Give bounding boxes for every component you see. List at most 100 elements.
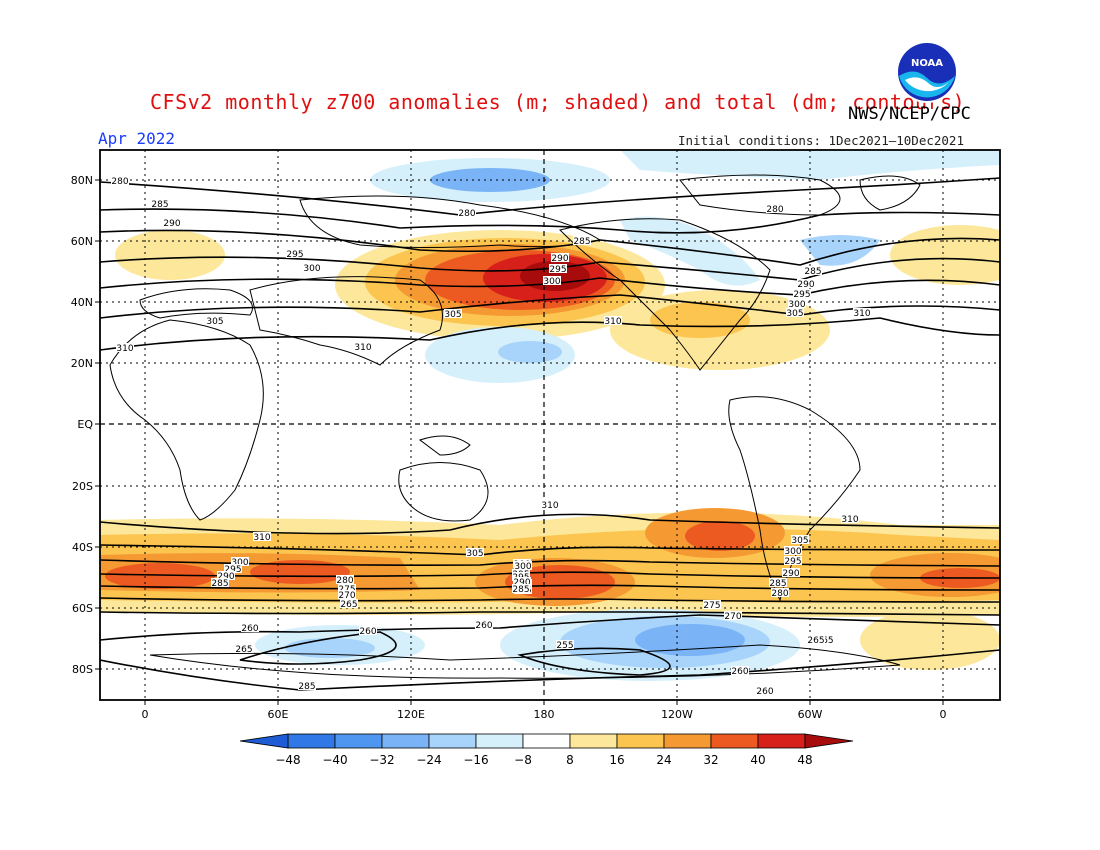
lat-label: 40N	[71, 296, 93, 309]
contour-label: 310	[841, 515, 858, 525]
lon-label: 60W	[798, 708, 823, 721]
contour-label: 300	[543, 277, 560, 287]
contour-label-bg	[769, 578, 787, 587]
colorbar-swatch	[287, 733, 336, 749]
contour-label-bg	[782, 568, 800, 577]
contour-label-bg	[231, 557, 249, 566]
contour-label: 290	[163, 219, 180, 229]
contour-label: 285	[298, 682, 315, 692]
contour-label-bg	[359, 626, 377, 635]
lon-label: 180	[534, 708, 555, 721]
lat-label: 60N	[71, 235, 93, 248]
contour-label: 310	[354, 343, 371, 353]
contour-label-bg	[253, 532, 271, 541]
lon-label: 120E	[397, 708, 425, 721]
contour-label-bg	[513, 577, 531, 586]
contour-label-bg	[512, 572, 530, 581]
colorbar-label: 8	[566, 753, 574, 767]
contour-label-bg	[151, 199, 169, 208]
contour-label-bg	[807, 635, 825, 644]
colorbar-label: −40	[322, 753, 347, 767]
contour-label-bg	[466, 548, 484, 557]
contour-label: 300	[788, 300, 805, 310]
contour-label: 305	[444, 310, 461, 320]
contour-label: 270	[724, 612, 741, 622]
contour-label-bg	[458, 208, 476, 217]
contour-label-bg	[573, 236, 591, 245]
lon-label: 120W	[661, 708, 693, 721]
contour-label-bg	[786, 308, 804, 317]
colorbar-swatch	[522, 733, 571, 749]
forecast-month: Apr 2022	[98, 129, 176, 148]
contour-label: 310	[541, 501, 558, 511]
contour-label: 285	[769, 579, 786, 589]
contour-label: 280	[111, 177, 128, 187]
contour-label-bg	[338, 584, 356, 593]
contour-label-bg	[724, 611, 742, 620]
contour-label-bg	[841, 514, 859, 523]
contour-label: 280	[336, 576, 353, 586]
longitude-axis: 0 60E 120E 180 120W 60W 0	[142, 708, 947, 721]
contour-label: 295	[784, 557, 801, 567]
contour-label: 310	[253, 533, 270, 543]
contour-label-bg	[556, 640, 574, 649]
contour-label-bg	[549, 264, 567, 273]
contour-label: 305	[791, 536, 808, 546]
lat-label: 60S	[72, 602, 93, 615]
contour-label: 290	[782, 569, 799, 579]
contour-label-bg	[475, 620, 493, 629]
contour-label: 260	[241, 624, 258, 634]
contour-label-bg	[217, 571, 235, 580]
initial-conditions: Initial conditions: 1Dec2021—10Dec2021	[678, 133, 964, 148]
colorbar-label: −24	[416, 753, 441, 767]
contour-label: 295	[549, 265, 566, 275]
contour-label: 265	[235, 645, 252, 655]
lon-label: 0	[142, 708, 149, 721]
contour-label: 280	[458, 209, 475, 219]
contour-label: 260	[475, 621, 492, 631]
contour-label-bg	[756, 686, 774, 695]
contour-label-bg	[766, 204, 784, 213]
map-frame	[99, 149, 1001, 701]
latitude-axis: 80N 60N 40N 20N EQ 20S 40S 60S 80S	[71, 174, 94, 676]
contour-label-bg	[512, 584, 530, 593]
contour-label: 290	[551, 254, 568, 264]
colorbar-label: −16	[463, 753, 488, 767]
colorbar-high-arrow	[804, 733, 854, 749]
contour-label: 305	[206, 317, 223, 327]
contour-label-bg	[303, 263, 321, 272]
lat-label: 20S	[72, 480, 93, 493]
contour-label-bg	[804, 266, 822, 275]
contour-label-bg	[116, 343, 134, 352]
contour-label: 300	[231, 558, 248, 568]
colorbar-label: −8	[514, 753, 532, 767]
contour-label-bg	[853, 308, 871, 317]
lat-label: EQ	[77, 418, 93, 431]
contour-label-bg	[444, 309, 462, 318]
contour-label: 300	[514, 562, 531, 572]
colorbar-swatch	[475, 733, 524, 749]
contour-label-bg	[336, 575, 354, 584]
contour-label-bg	[703, 600, 721, 609]
contour-label: 310	[604, 317, 621, 327]
svg-text:NOAA: NOAA	[911, 58, 943, 69]
contour-label-bg	[235, 644, 253, 653]
contour-label-bg	[788, 299, 806, 308]
colorbar-swatch	[381, 733, 430, 749]
colorbar-label: 48	[797, 753, 812, 767]
contour-label: 280	[766, 205, 783, 215]
contour-label-bg	[340, 599, 358, 608]
contour-label-bg	[784, 546, 802, 555]
colorbar: −48 −40 −32 −24 −16 −8 8 16 24 32 40 48	[239, 733, 854, 767]
contour-label: 305	[786, 309, 803, 319]
colorbar-swatch	[428, 733, 477, 749]
contour-label: 310	[853, 309, 870, 319]
lon-label: 60E	[268, 708, 289, 721]
contour-label: 265	[807, 636, 824, 646]
graticule	[100, 150, 1000, 700]
contour-label: 280	[771, 589, 788, 599]
contour-label: 260	[756, 687, 773, 697]
contour-label-bg	[241, 623, 259, 632]
colorbar-swatch	[334, 733, 383, 749]
contour-label: 255	[556, 641, 573, 651]
